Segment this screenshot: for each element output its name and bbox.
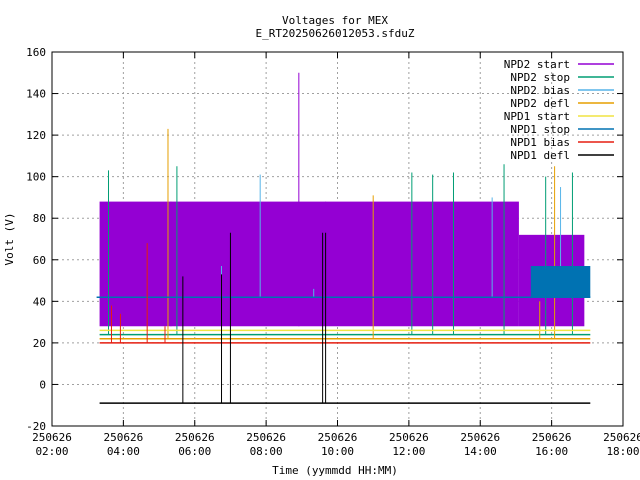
x-tick-time-label: 12:00: [392, 445, 425, 458]
series-npd2-stop: [99, 164, 591, 336]
legend-label: NPD1 defl: [510, 149, 570, 162]
legend-label: NPD2 start: [504, 58, 570, 71]
series-group: [96, 72, 591, 404]
x-tick-time-label: 16:00: [535, 445, 568, 458]
legend-label: NPD2 stop: [510, 71, 570, 84]
series-npd2-start: [99, 72, 585, 327]
y-tick-label: 20: [33, 337, 46, 350]
y-tick-label: 140: [26, 88, 46, 101]
x-tick-date-label: 250626: [532, 431, 572, 444]
data-band: [99, 201, 519, 327]
y-tick-label: 80: [33, 212, 46, 225]
x-tick-time-label: 10:00: [321, 445, 354, 458]
legend-label: NPD2 bias: [510, 84, 570, 97]
series-npd2-defl: [99, 128, 591, 340]
y-tick-label: 120: [26, 129, 46, 142]
x-tick-time-label: 18:00: [606, 445, 639, 458]
x-tick-date-label: 250626: [104, 431, 144, 444]
x-tick-date-label: 250626: [175, 431, 215, 444]
y-tick-label: 100: [26, 171, 46, 184]
x-tick-date-label: 250626: [32, 431, 72, 444]
x-tick-date-label: 250626: [318, 431, 358, 444]
y-tick-label: 160: [26, 46, 46, 59]
series-npd1-bias: [99, 243, 591, 344]
legend-label: NPD2 defl: [510, 97, 570, 110]
y-axis: -20 0 20 40 60 80 100 120 140 160: [26, 46, 623, 433]
legend-label: NPD1 stop: [510, 123, 570, 136]
x-tick-time-label: 06:00: [178, 445, 211, 458]
legend-label: NPD1 bias: [510, 136, 570, 149]
series-npd1-defl: [99, 232, 591, 404]
y-tick-label: -20: [26, 420, 46, 433]
series-npd1-stop: [96, 266, 591, 298]
x-tick-time-label: 04:00: [107, 445, 140, 458]
y-tick-label: 0: [39, 378, 46, 391]
x-tick-time-label: 14:00: [464, 445, 497, 458]
x-tick-date-label: 250626: [246, 431, 286, 444]
x-axis-label: Time (yymmdd HH:MM): [272, 464, 398, 477]
x-tick-date-label: 250626: [389, 431, 429, 444]
x-tick-time-label: 08:00: [250, 445, 283, 458]
chart-subtitle: E_RT20250626012053.sfduZ: [256, 27, 415, 40]
data-band: [530, 266, 591, 298]
y-tick-label: 60: [33, 254, 46, 267]
legend-label: NPD1 start: [504, 110, 570, 123]
x-tick-time-label: 02:00: [35, 445, 68, 458]
chart-title: Voltages for MEX: [282, 14, 388, 27]
y-tick-label: 40: [33, 295, 46, 308]
x-tick-date-label: 250626: [460, 431, 500, 444]
y-axis-label: Volt (V): [3, 213, 16, 266]
x-tick-date-label: 250626: [603, 431, 640, 444]
x-axis: 25062602:0025062604:0025062606:002506260…: [32, 52, 640, 458]
